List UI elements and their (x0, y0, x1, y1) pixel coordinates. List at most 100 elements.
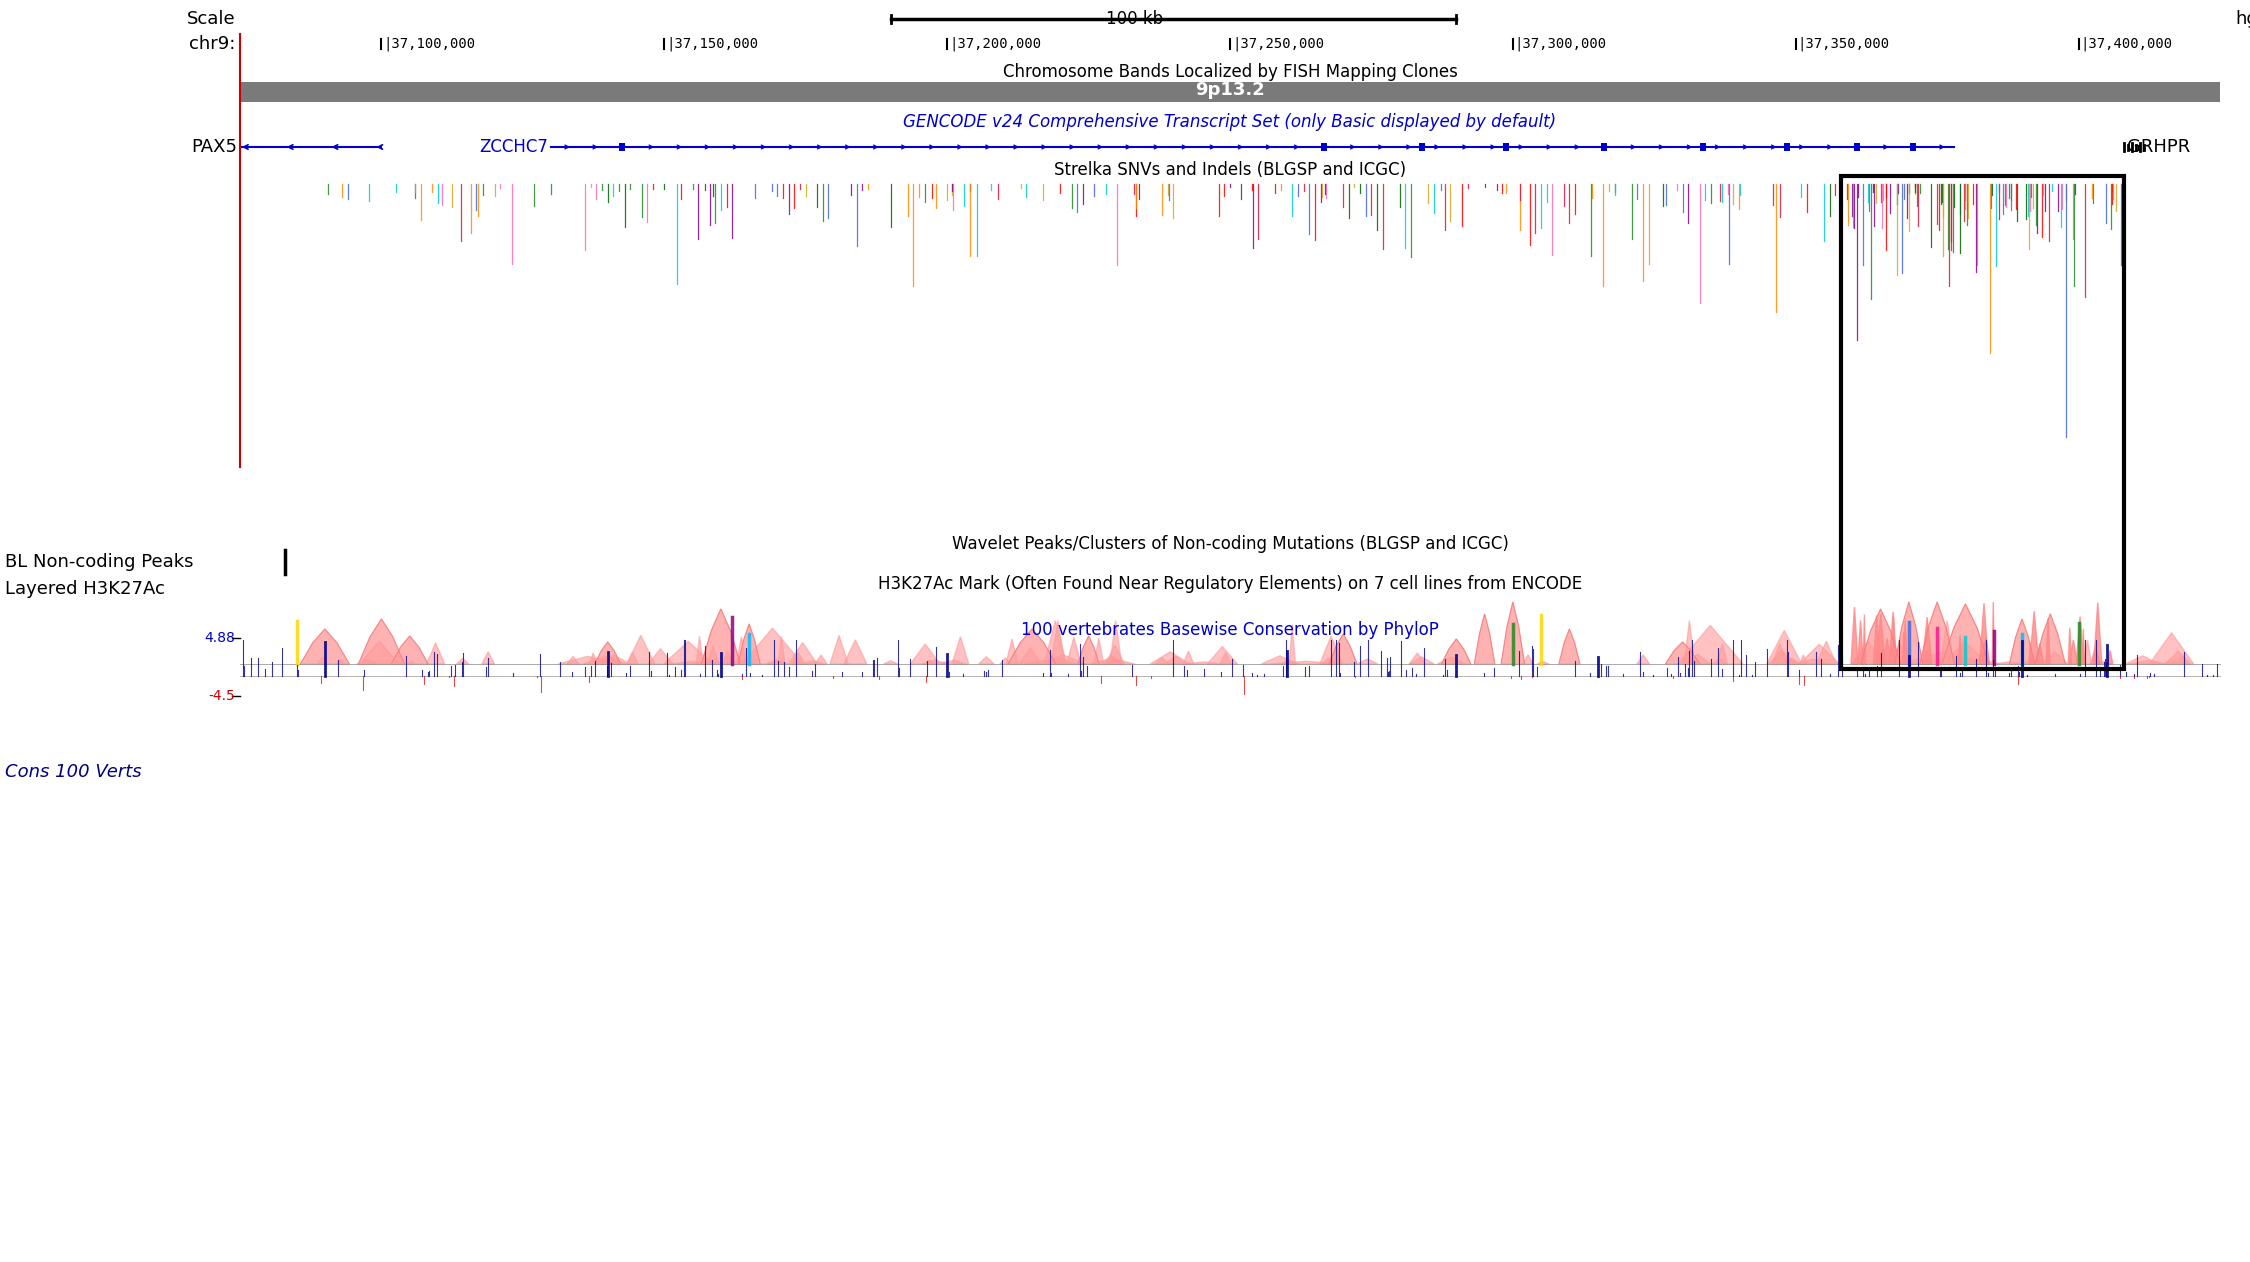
Polygon shape (1150, 652, 1190, 664)
Polygon shape (457, 659, 468, 664)
Polygon shape (1184, 651, 1195, 664)
Polygon shape (1678, 626, 1744, 664)
Polygon shape (2036, 615, 2066, 664)
Polygon shape (1523, 655, 1532, 664)
Polygon shape (1712, 659, 1726, 664)
Text: Chromosome Bands Localized by FISH Mapping Clones: Chromosome Bands Localized by FISH Mappi… (1004, 63, 1458, 81)
Polygon shape (788, 642, 817, 664)
Polygon shape (792, 652, 806, 664)
Polygon shape (1078, 636, 1100, 664)
Polygon shape (1105, 645, 1125, 664)
Polygon shape (736, 637, 747, 664)
Polygon shape (742, 628, 803, 664)
Polygon shape (2084, 640, 2092, 664)
Polygon shape (1685, 621, 1694, 664)
Text: BL Non-coding Peaks: BL Non-coding Peaks (4, 553, 193, 570)
Polygon shape (1800, 645, 1840, 664)
Polygon shape (1044, 659, 1076, 664)
Polygon shape (1094, 639, 1105, 664)
Polygon shape (392, 636, 428, 664)
Polygon shape (1438, 658, 1465, 664)
Polygon shape (2149, 632, 2194, 664)
Polygon shape (1940, 650, 1948, 664)
Polygon shape (2164, 660, 2176, 664)
Polygon shape (2045, 618, 2050, 664)
Polygon shape (358, 660, 378, 664)
Text: Cons 100 Verts: Cons 100 Verts (4, 764, 142, 781)
Polygon shape (1154, 658, 1170, 664)
Polygon shape (360, 641, 398, 664)
Polygon shape (1904, 621, 1908, 664)
Polygon shape (884, 661, 898, 664)
Text: Strelka SNVs and Indels (BLGSP and ICGC): Strelka SNVs and Indels (BLGSP and ICGC) (1053, 162, 1406, 179)
Bar (1420, 143, 1424, 151)
Polygon shape (1537, 661, 1548, 664)
Text: Scale: Scale (187, 10, 234, 28)
Polygon shape (765, 660, 787, 664)
Polygon shape (952, 637, 970, 664)
Polygon shape (709, 646, 718, 664)
Polygon shape (1980, 661, 2000, 664)
Polygon shape (1089, 659, 1134, 664)
Polygon shape (1042, 655, 1084, 664)
Polygon shape (1208, 646, 1238, 664)
Bar (1784, 143, 1789, 151)
Polygon shape (765, 661, 787, 664)
Polygon shape (2030, 611, 2038, 664)
Polygon shape (1636, 655, 1649, 664)
Polygon shape (922, 660, 947, 664)
Polygon shape (648, 649, 673, 664)
Polygon shape (738, 623, 760, 664)
Polygon shape (2095, 602, 2102, 664)
Polygon shape (1006, 639, 1017, 664)
Text: |37,150,000: |37,150,000 (666, 37, 758, 52)
Polygon shape (704, 660, 724, 664)
Polygon shape (1800, 655, 1807, 664)
Polygon shape (1892, 617, 1894, 664)
Polygon shape (1971, 661, 1980, 664)
Polygon shape (778, 636, 785, 664)
Polygon shape (1019, 647, 1042, 664)
Polygon shape (801, 661, 826, 664)
Polygon shape (428, 642, 446, 664)
Bar (241, 82, 2221, 102)
Polygon shape (830, 636, 848, 664)
Polygon shape (2009, 618, 2034, 664)
Polygon shape (668, 661, 713, 664)
Polygon shape (844, 640, 866, 664)
Polygon shape (695, 636, 702, 664)
Polygon shape (1559, 628, 1579, 664)
Polygon shape (335, 659, 346, 664)
Polygon shape (1501, 602, 1526, 664)
Polygon shape (590, 652, 596, 664)
Polygon shape (1024, 660, 1064, 664)
Polygon shape (1784, 658, 1798, 664)
Polygon shape (2176, 656, 2187, 664)
Polygon shape (358, 618, 405, 664)
Polygon shape (628, 652, 639, 664)
Polygon shape (2126, 656, 2160, 664)
Polygon shape (1944, 660, 1955, 664)
Polygon shape (1330, 634, 1357, 664)
Polygon shape (1940, 621, 1953, 664)
Polygon shape (1883, 639, 1892, 664)
Polygon shape (1051, 621, 1064, 664)
Polygon shape (1771, 644, 1786, 664)
Bar (1910, 143, 1917, 151)
Text: |37,250,000: |37,250,000 (1233, 37, 1323, 52)
Polygon shape (1879, 649, 1886, 664)
Text: Layered H3K27Ac: Layered H3K27Ac (4, 581, 164, 598)
Polygon shape (2023, 658, 2043, 664)
Polygon shape (2164, 651, 2192, 664)
Bar (1602, 143, 1606, 151)
Polygon shape (1890, 612, 1897, 664)
Polygon shape (1685, 654, 1710, 664)
Polygon shape (1166, 656, 1186, 664)
Polygon shape (1942, 604, 1989, 664)
Text: -4.5: -4.5 (209, 689, 234, 703)
Polygon shape (1858, 621, 1863, 664)
Polygon shape (1269, 661, 1343, 664)
Polygon shape (1894, 602, 1924, 664)
Polygon shape (2077, 617, 2084, 664)
Polygon shape (1892, 644, 1908, 664)
